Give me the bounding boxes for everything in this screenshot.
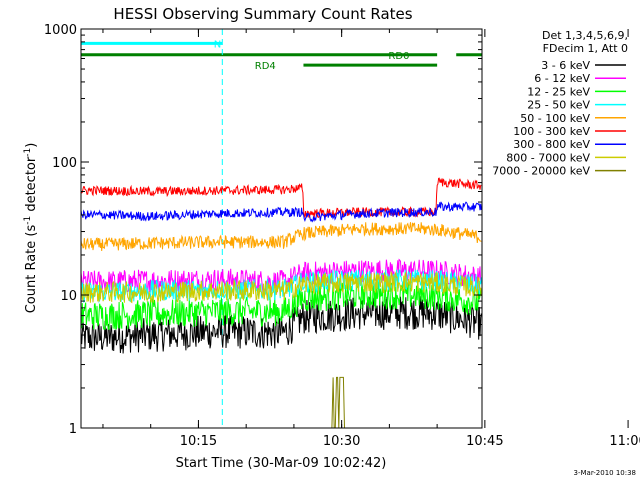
x-tick-label: 10:45 <box>466 434 503 449</box>
legend-label-6: 300 - 800 keV <box>513 138 590 151</box>
flag-label-rd4: RD4 <box>255 61 276 72</box>
legend-label-7: 800 - 7000 keV <box>506 151 590 164</box>
y-tick-label: 1000 <box>44 23 77 38</box>
flag-bars <box>81 41 482 67</box>
series-line-4 <box>80 222 482 252</box>
y-axis-label-main: Count Rate (s <box>24 225 39 314</box>
y-axis-label-end: ) <box>24 143 39 148</box>
legend-label-2: 12 - 25 keV <box>527 85 590 98</box>
x-tick-label: 10:30 <box>323 434 360 449</box>
plot-frame <box>80 28 483 429</box>
chart-title: HESSI Observing Summary Count Rates <box>113 5 412 23</box>
legend-label-4: 50 - 100 keV <box>520 112 590 125</box>
series-line-7 <box>80 270 482 304</box>
x-axis-label: Start Time (30-Mar-09 10:02:42) <box>176 456 387 471</box>
footer-date: 3-Mar-2010 10:38 <box>574 469 636 477</box>
y-tick-label: 1 <box>69 422 77 437</box>
legend-header-line-2: FDecim 1, Att 0 <box>543 42 628 55</box>
y-axis-ticks: 1 10 100 1000 <box>44 23 482 437</box>
legend-header-line-1: Det 1,3,4,5,6,9, <box>542 29 628 42</box>
flag-label-rd0: RD0 <box>388 51 409 62</box>
series-line-0 <box>80 296 482 354</box>
y-axis-label: Count Rate (s-1 detector-1) <box>23 143 39 314</box>
y-axis-label-sup2: -1 <box>23 148 33 157</box>
legend-label-0: 3 - 6 keV <box>541 59 590 72</box>
x-tick-label: 10:15 <box>180 434 217 449</box>
y-axis-label-sup1: -1 <box>23 216 33 225</box>
legend: Det 1,3,4,5,6,9, FDecim 1, Att 0 3 - 6 k… <box>492 29 628 178</box>
y-axis-label-mid: detector <box>24 156 39 216</box>
y-tick-label: 10 <box>60 289 77 304</box>
flag-labels: N RD0 RD4 <box>214 39 410 72</box>
series-line-8 <box>81 376 482 429</box>
x-tick-label: 11:00 <box>609 434 640 449</box>
data-series <box>80 177 482 429</box>
series-line-2 <box>80 279 482 331</box>
legend-label-1: 6 - 12 keV <box>534 72 590 85</box>
series-line-6 <box>80 201 482 223</box>
legend-label-8: 7000 - 20000 keV <box>492 165 590 178</box>
legend-label-3: 25 - 50 keV <box>527 99 590 112</box>
flag-label-n: N <box>214 39 221 50</box>
legend-label-5: 100 - 300 keV <box>513 125 590 138</box>
y-tick-label: 100 <box>52 156 77 171</box>
